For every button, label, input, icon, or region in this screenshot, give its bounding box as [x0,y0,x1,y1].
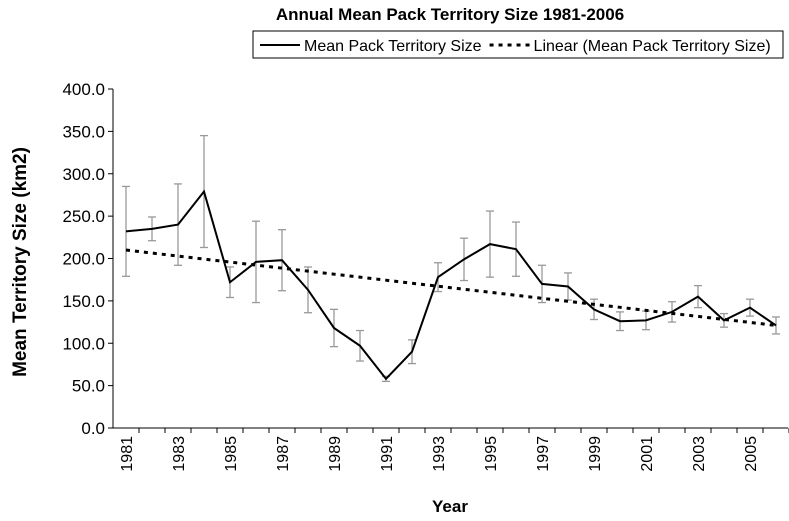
x-tick-label: 1995 [483,436,500,472]
y-axis-label: Mean Territory Size (km2) [10,147,31,377]
legend-box [252,30,784,59]
legend-label: Mean Pack Territory Size [304,38,482,55]
y-tick-label: 0.0 [81,419,105,438]
x-tick-label: 1985 [223,436,240,472]
y-tick-label: 100.0 [62,334,105,353]
x-tick-label: 1981 [119,436,136,472]
series-line [125,248,777,327]
y-tick-label: 200.0 [62,250,105,269]
legend-label: Linear (Mean Pack Territory Size) [534,38,771,55]
chart-title: Annual Mean Pack Territory Size 1981-200… [276,5,624,24]
x-tick-label: 2005 [743,436,760,472]
y-tick-label: 150.0 [62,292,105,311]
x-tick-label: 1983 [171,436,188,472]
y-tick-label: 250.0 [62,207,105,226]
x-tick-label: 2001 [639,436,656,472]
x-tick-label: 1999 [587,436,604,472]
x-tick-label: 1987 [275,436,292,472]
y-tick-label: 300.0 [62,165,105,184]
x-axis-label: Year [432,497,468,516]
series-line [125,189,777,381]
y-tick-label: 50.0 [72,377,105,396]
x-tick-label: 1989 [327,436,344,472]
y-tick-label: 350.0 [62,122,105,141]
x-tick-label: 1993 [431,436,448,472]
x-tick-label: 1991 [379,436,396,472]
x-tick-label: 2003 [691,436,708,472]
y-tick-label: 400.0 [62,80,105,99]
x-tick-label: 1997 [535,436,552,472]
